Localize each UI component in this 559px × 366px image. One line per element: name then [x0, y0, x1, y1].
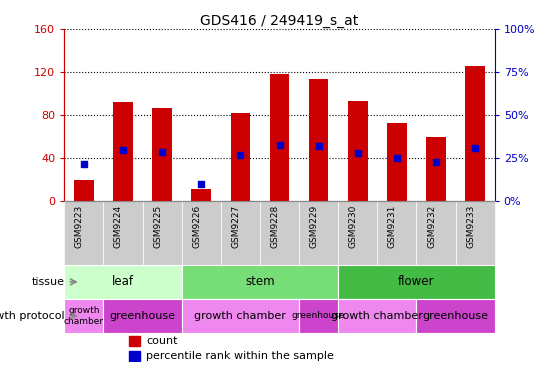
Bar	[377, 201, 416, 265]
Bar	[348, 101, 368, 201]
Point	[79, 161, 88, 167]
Bar	[64, 265, 182, 299]
Bar	[466, 66, 485, 201]
Text: GSM9224: GSM9224	[114, 205, 123, 248]
Bar	[64, 299, 103, 333]
Bar	[416, 299, 495, 333]
Bar	[103, 299, 182, 333]
Bar	[221, 201, 260, 265]
Text: GSM9225: GSM9225	[153, 205, 162, 248]
Bar	[192, 188, 211, 201]
Text: count: count	[146, 336, 178, 346]
Point	[432, 159, 440, 165]
Bar	[113, 102, 133, 201]
Bar	[309, 79, 329, 201]
Bar	[182, 299, 299, 333]
Text: GSM9226: GSM9226	[192, 205, 201, 248]
Bar	[338, 265, 495, 299]
Bar	[129, 336, 140, 346]
Bar	[456, 201, 495, 265]
Bar	[64, 201, 103, 265]
Bar	[143, 201, 182, 265]
Point	[353, 150, 362, 156]
Point	[314, 143, 323, 149]
Bar	[231, 113, 250, 201]
Point	[119, 147, 127, 153]
Text: tissue: tissue	[31, 277, 64, 287]
Text: GSM9229: GSM9229	[310, 205, 319, 248]
Bar	[338, 201, 377, 265]
Bar	[103, 201, 143, 265]
Bar	[299, 201, 338, 265]
Bar	[387, 123, 407, 201]
Text: greenhouse: greenhouse	[110, 311, 176, 321]
Point	[236, 152, 245, 158]
Text: stem: stem	[245, 275, 274, 288]
Bar	[427, 137, 446, 201]
Point	[471, 145, 480, 151]
Text: GSM9232: GSM9232	[427, 205, 436, 248]
Text: greenhouse: greenhouse	[292, 311, 345, 320]
Text: growth
chamber: growth chamber	[64, 306, 104, 326]
Text: GSM9230: GSM9230	[349, 205, 358, 248]
Bar	[338, 299, 416, 333]
Text: GSM9223: GSM9223	[75, 205, 84, 248]
Text: GSM9233: GSM9233	[466, 205, 475, 248]
Text: flower: flower	[398, 275, 435, 288]
Bar	[182, 201, 221, 265]
Text: growth chamber: growth chamber	[195, 311, 286, 321]
Text: GSM9228: GSM9228	[271, 205, 280, 248]
Point	[275, 142, 284, 147]
Bar	[129, 351, 140, 361]
Bar	[182, 265, 338, 299]
Bar	[74, 180, 93, 201]
Point	[197, 181, 206, 187]
Bar	[152, 108, 172, 201]
Title: GDS416 / 249419_s_at: GDS416 / 249419_s_at	[200, 14, 359, 28]
Text: GSM9227: GSM9227	[231, 205, 240, 248]
Bar	[260, 201, 299, 265]
Bar	[416, 201, 456, 265]
Text: growth protocol: growth protocol	[0, 311, 64, 321]
Text: GSM9231: GSM9231	[388, 205, 397, 248]
Bar	[270, 75, 290, 201]
Text: growth chamber: growth chamber	[331, 311, 423, 321]
Bar	[299, 299, 338, 333]
Text: leaf: leaf	[112, 275, 134, 288]
Text: greenhouse: greenhouse	[423, 311, 489, 321]
Text: percentile rank within the sample: percentile rank within the sample	[146, 351, 334, 361]
Point	[392, 156, 401, 161]
Point	[158, 149, 167, 154]
